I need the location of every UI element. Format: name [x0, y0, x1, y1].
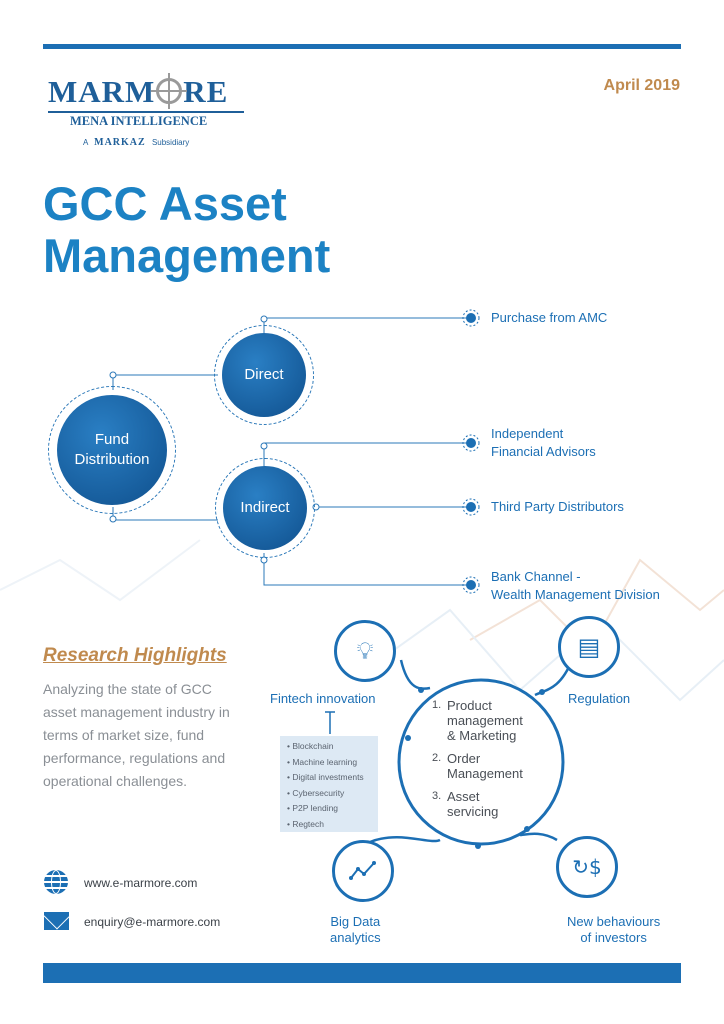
indirect-node: Indirect [223, 466, 307, 550]
bigdata-label: Big Data analytics [330, 914, 381, 945]
report-date: April 2019 [603, 77, 680, 94]
logo-rule [48, 111, 244, 113]
markaz-wordmark: MARKAZ [94, 137, 146, 148]
indirect-ring [215, 458, 315, 558]
email-link[interactable]: enquiry@e-marmore.com [84, 915, 221, 929]
globe-icon [44, 870, 68, 894]
website-link[interactable]: www.e-marmore.com [84, 876, 198, 890]
fintech-list: • Blockchain • Machine learning • Digita… [280, 736, 378, 832]
footer-band [43, 963, 681, 983]
document-icon: ▤ [577, 633, 601, 661]
list-item: 1. Product management & Marketing [432, 698, 523, 743]
fintech-circle: 💡︎ [334, 620, 396, 682]
fintech-label: Fintech innovation [270, 691, 376, 706]
channel-amc: Purchase from AMC [491, 310, 608, 325]
research-highlights-title: Research Highlights [43, 645, 227, 666]
regulation-label: Regulation [568, 691, 631, 706]
list-item: 2. Order Management [432, 751, 523, 781]
channel-ifa: Independent Financial Advisors [491, 426, 596, 459]
fund-distribution-node: Fund Distribution [57, 395, 167, 505]
research-highlights-text: Analyzing the state of GCC asset managem… [43, 681, 230, 789]
core-functions-list: 1. Product management & Marketing 2. Ord… [432, 698, 562, 827]
top-rule [43, 44, 681, 49]
list-item: • Cybersecurity [287, 787, 345, 798]
bigdata-circle [332, 840, 394, 902]
behaviours-label: New behaviours of investors [567, 914, 661, 945]
regulation-circle: ▤ [558, 616, 620, 678]
logo-wordmark: MARM RE [48, 74, 229, 109]
channel-bank: Bank Channel - Wealth Management Divisio… [491, 569, 660, 602]
lightbulb-icon: 💡︎ [356, 637, 374, 665]
list-item: • Digital investments [287, 772, 364, 782]
page-title: GCC Asset Management [43, 177, 331, 282]
crosshair-o-icon [156, 78, 183, 104]
currency-cycle-icon: ↻$ [572, 855, 602, 879]
direct-node: Direct [222, 333, 306, 417]
logo-subtitle: MENA INTELLIGENCE [70, 114, 208, 128]
list-item: • Blockchain [287, 741, 334, 751]
direct-ring [214, 325, 314, 425]
channel-third-party: Third Party Distributors [491, 499, 624, 514]
list-item: 3. Asset servicing [432, 789, 499, 819]
logo-markaz-line: A MARKAZ Subsidiary [83, 137, 190, 148]
mail-icon [44, 912, 69, 930]
trend-chart-icon [349, 861, 376, 880]
list-item: • Machine learning [287, 756, 358, 767]
marmore-logo: MARM RE MENA INTELLIGENCE A MARKAZ Subsid… [48, 74, 248, 148]
behaviours-circle: ↻$ [556, 836, 618, 898]
list-item: • Regtech [287, 818, 325, 829]
list-item: • P2P lending [287, 803, 339, 813]
fund-distribution-ring [48, 386, 176, 514]
